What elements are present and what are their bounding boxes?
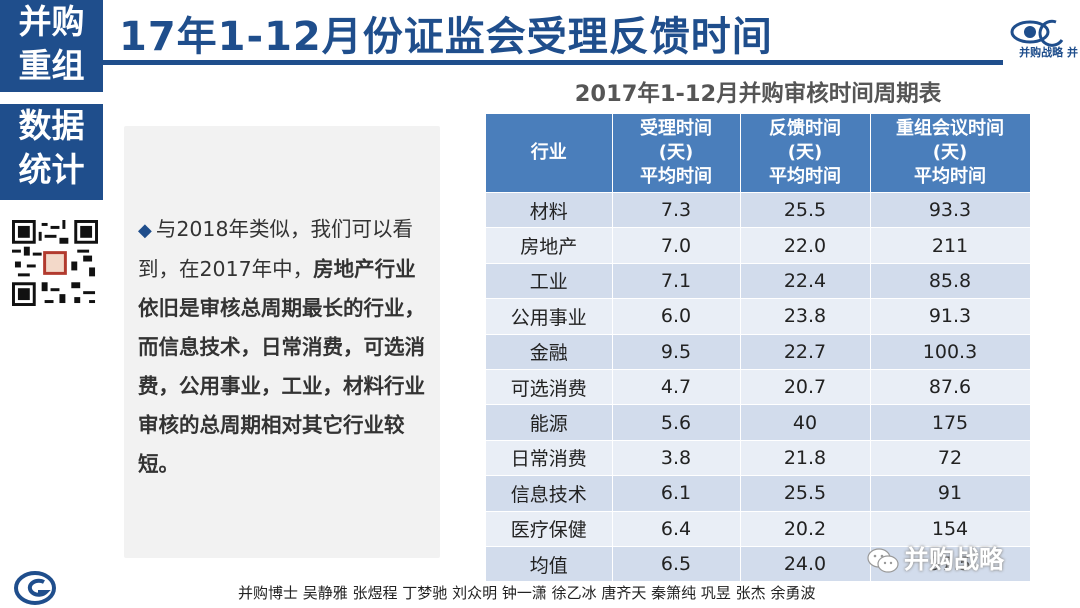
table-cell: 9.5 xyxy=(612,333,741,370)
header-line: (天) xyxy=(658,142,694,163)
table-cell: 40 xyxy=(740,404,871,441)
column-header-acceptance: 受理时间 (天) 平均时间 xyxy=(612,114,741,193)
table-cell: 4.7 xyxy=(612,368,741,405)
page-title: 17年1-12月份证监会受理反馈时间 xyxy=(119,14,773,60)
table-cell: 23.8 xyxy=(740,298,871,335)
sidebar-line: 统计 xyxy=(18,150,85,189)
header-line: 平均时间 xyxy=(769,166,841,187)
table-header-row: 行业 受理时间 (天) 平均时间 反馈时间 (天) 平均时间 重组会议时间 (天… xyxy=(486,114,1031,193)
table-cell: 公用事业 xyxy=(486,298,613,335)
table-row: 信息技术 6.1 25.5 91 xyxy=(486,475,1031,512)
table-cell: 6.5 xyxy=(612,545,741,582)
table-cell: 信息技术 xyxy=(486,475,613,512)
table-cell: 72 xyxy=(870,439,1031,476)
column-header-feedback: 反馈时间 (天) 平均时间 xyxy=(740,114,871,193)
note-panel: ◆ 与2018年类似，我们可以看到，在2017年中，房地产行业依旧是审核总周期最长… xyxy=(124,126,440,558)
table-row: 工业 7.1 22.4 85.8 xyxy=(486,262,1031,299)
table-cell: 7.1 xyxy=(612,262,741,299)
table-cell: 85.8 xyxy=(870,262,1031,299)
author-list: 并购博士 吴静雅 张煜程 丁梦驰 刘众明 钟一潇 徐乙冰 唐齐天 秦箫纯 巩昱 … xyxy=(238,584,816,602)
table-cell: 93.3 xyxy=(870,191,1031,228)
table-cell: 均值 xyxy=(486,545,613,582)
table-row: 医疗保健 6.4 20.2 154 xyxy=(486,510,1031,547)
qr-code-icon xyxy=(12,220,98,306)
table-cell: 6.1 xyxy=(612,475,741,512)
table-cell: 20.7 xyxy=(740,368,871,405)
header-line: 行业 xyxy=(530,142,567,163)
table-row: 材料 7.3 25.5 93.3 xyxy=(486,191,1031,228)
table-cell: 25.5 xyxy=(740,191,871,228)
note-text: ◆ 与2018年类似，我们可以看到，在2017年中，房地产行业依旧是审核总周期最长… xyxy=(138,210,430,484)
sidebar-label-stats: 数据 统计 xyxy=(0,104,103,200)
table-cell: 日常消费 xyxy=(486,439,613,476)
data-table: 行业 受理时间 (天) 平均时间 反馈时间 (天) 平均时间 重组会议时间 (天… xyxy=(486,114,1031,582)
table-cell: 医疗保健 xyxy=(486,510,613,547)
table-cell: 21.8 xyxy=(740,439,871,476)
table-cell: 材料 xyxy=(486,191,613,228)
diamond-bullet-icon: ◆ xyxy=(138,220,152,241)
table-cell: 22.4 xyxy=(740,262,871,299)
table-cell: 100.3 xyxy=(870,333,1031,370)
table-cell: 6.0 xyxy=(612,298,741,335)
table-row: 金融 9.5 22.7 100.3 xyxy=(486,333,1031,370)
table-cell: 金融 xyxy=(486,333,613,370)
table-cell: 24.0 xyxy=(740,545,871,582)
table-cell: 7.3 xyxy=(612,191,741,228)
table-row: 能源 5.6 40 175 xyxy=(486,404,1031,441)
header-line: 重组会议时间 xyxy=(896,118,1004,139)
table-cell: 154 xyxy=(870,510,1031,547)
title-bar: 17年1-12月份证监会受理反馈时间 xyxy=(103,0,1080,60)
table-row: 公用事业 6.0 23.8 91.3 xyxy=(486,298,1031,335)
swirl-logo-icon xyxy=(14,571,56,605)
column-header-meeting: 重组会议时间 (天) 平均时间 xyxy=(870,114,1031,193)
footer: 并购博士 吴静雅 张煜程 丁梦驰 刘众明 钟一潇 徐乙冰 唐齐天 秦箫纯 巩昱 … xyxy=(0,571,1080,608)
logo-text: 并购战略 并 xyxy=(1019,46,1078,59)
note-text-emphasis: 房地产行业依旧是审核总周期最长的行业，而信息技术，日常消费，可选消费，公用事业，… xyxy=(138,257,425,476)
header-line: 平均时间 xyxy=(640,166,712,187)
watermark-text: 并购战略 xyxy=(904,545,1005,574)
sidebar-label-mna: 并购 重组 xyxy=(0,0,103,92)
header-line: (天) xyxy=(932,142,968,163)
table-cell: 22.7 xyxy=(740,333,871,370)
table-row: 可选消费 4.7 20.7 87.6 xyxy=(486,368,1031,405)
header-line: (天) xyxy=(787,142,823,163)
wechat-watermark: 并购战略 xyxy=(866,540,1004,574)
header-line: 平均时间 xyxy=(914,166,986,187)
eye-logo-icon xyxy=(1010,19,1064,47)
sidebar-line: 重组 xyxy=(18,46,85,85)
table-cell: 91.3 xyxy=(870,298,1031,335)
table-cell: 87.6 xyxy=(870,368,1031,405)
table-cell: 22.0 xyxy=(740,227,871,264)
header-line: 受理时间 xyxy=(640,118,712,139)
wechat-icon xyxy=(867,548,899,573)
table-cell: 91 xyxy=(870,475,1031,512)
table-cell: 25.5 xyxy=(740,475,871,512)
table-cell: 能源 xyxy=(486,404,613,441)
table-cell: 7.0 xyxy=(612,227,741,264)
table-cell: 房地产 xyxy=(486,227,613,264)
table-cell: 3.8 xyxy=(612,439,741,476)
table-row: 房地产 7.0 22.0 211 xyxy=(486,227,1031,264)
table-cell: 6.4 xyxy=(612,510,741,547)
table-row: 日常消费 3.8 21.8 72 xyxy=(486,439,1031,476)
table-cell: 可选消费 xyxy=(486,368,613,405)
header-line: 反馈时间 xyxy=(769,118,841,139)
table-title: 2017年1-12月并购审核时间周期表 xyxy=(574,81,942,107)
table-cell: 211 xyxy=(870,227,1031,264)
column-header-industry: 行业 xyxy=(486,114,613,193)
table-cell: 175 xyxy=(870,404,1031,441)
note-text-part: 与2018年类似，我们可以看到，在2017年中， xyxy=(138,217,414,281)
table-cell: 工业 xyxy=(486,262,613,299)
table-cell: 20.2 xyxy=(740,510,871,547)
title-divider xyxy=(103,60,1003,65)
sidebar-line: 并购 xyxy=(18,2,85,41)
table-cell: 5.6 xyxy=(612,404,741,441)
sidebar-line: 数据 xyxy=(18,106,85,145)
